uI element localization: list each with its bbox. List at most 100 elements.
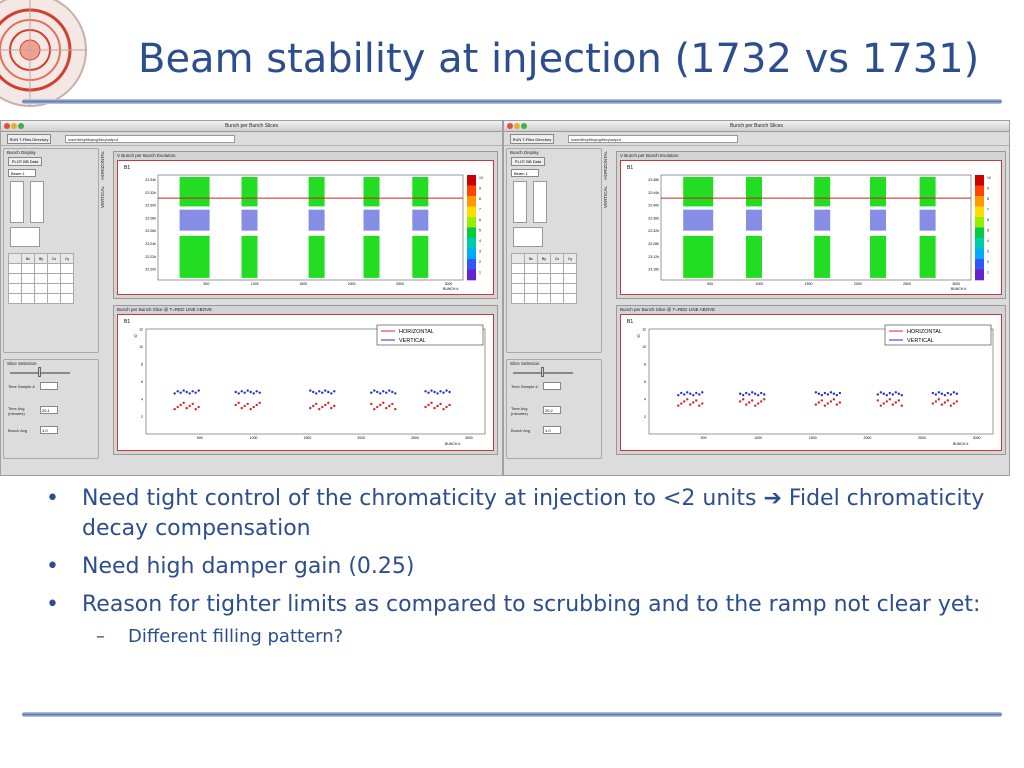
vertical-point (829, 391, 833, 394)
y-tick-label: 8 (141, 363, 143, 367)
list-box[interactable] (10, 181, 24, 223)
colorbar-segment (467, 196, 476, 207)
y-tick-label: 12 (642, 328, 646, 332)
bunch-avg-input[interactable]: 1.0 (40, 426, 58, 434)
table-cell (34, 283, 48, 294)
bullet-text: Need high damper gain (0.25) (82, 554, 415, 579)
page-title: Beam stability at injection (1732 vs 173… (138, 36, 980, 82)
list-box[interactable] (513, 227, 543, 247)
x-tick-label: 1000 (754, 436, 762, 440)
close-icon[interactable] (4, 123, 10, 129)
table-cell (34, 273, 48, 284)
table-cell (537, 263, 551, 274)
colorbar-tick-label: 4 (479, 239, 481, 243)
vertical-point (823, 391, 827, 395)
tab-horizontal[interactable]: HORIZONTAL (603, 151, 608, 180)
x-tick-label: 2500 (411, 436, 419, 440)
horizontal-point (382, 401, 385, 405)
colorbar-tick-label: 9 (987, 187, 989, 191)
time-avg-input[interactable]: 20.1 (40, 406, 58, 414)
horizontal-point (683, 400, 686, 403)
vertical-point (745, 391, 748, 395)
time-sample-label: Time Sample # (511, 384, 538, 389)
maximize-icon[interactable] (521, 123, 527, 129)
panel-title: V Bunch per Bunch Evolution (620, 153, 679, 158)
plot-label: B1 (627, 165, 633, 171)
plot-bb-data-button[interactable]: PLOT BB Data (511, 157, 545, 166)
path-input[interactable]: /user/bbq/bbqlog/bbq/output (65, 135, 235, 143)
sub-bullet-text: Different filling pattern? (128, 626, 344, 647)
slider-handle[interactable] (541, 367, 544, 377)
slider-handle[interactable] (38, 367, 41, 377)
horizontal-point (246, 402, 249, 406)
horizontal-point (748, 401, 751, 404)
time-sample-label: Time Sample # (8, 384, 35, 389)
horizontal-point (194, 407, 197, 411)
bunch-avg-input[interactable]: 1.0 (543, 426, 561, 434)
vertical-point (237, 392, 240, 395)
bullet-item: • Need tight control of the chromaticity… (46, 484, 996, 544)
bunch-display-group: Bunch Display PLOT BB Data Beam 1 Bx By Cx… (506, 148, 602, 353)
maximize-icon[interactable] (18, 123, 24, 129)
y-tick-label: 2 (644, 415, 646, 419)
beam-select[interactable]: Beam 1 (511, 169, 539, 177)
bunch-display-group: Bunch Display PLOT BB Data Beam 1 Bx By Cx… (3, 148, 99, 353)
y-tick-label: 22:24h (145, 242, 156, 246)
vertical-point (683, 393, 686, 396)
list-box[interactable] (10, 227, 40, 247)
x-tick-label: 1000 (756, 282, 764, 286)
horizontal-point (370, 402, 373, 406)
run-directory-button[interactable]: RUN T-Files Directory (510, 134, 554, 144)
x-tick-label: 2000 (348, 282, 356, 286)
list-box[interactable] (533, 181, 547, 223)
vertical-point (330, 392, 333, 395)
list-box[interactable] (513, 181, 527, 223)
group-label: Bunch Display (510, 150, 539, 155)
horizontal-point (879, 404, 882, 407)
vertical-point (763, 393, 766, 396)
time-sample-input[interactable] (543, 382, 561, 390)
horizontal-point (379, 403, 382, 407)
minimize-icon[interactable] (514, 123, 520, 129)
horizontal-point (885, 400, 888, 403)
y-axis-label: Q (134, 333, 137, 338)
horizontal-point (191, 402, 194, 406)
horizontal-point (940, 403, 944, 406)
x-tick-label: 1000 (251, 282, 259, 286)
vertical-point (742, 393, 745, 397)
vertical-point (943, 393, 947, 397)
table-cell: Cx (47, 253, 61, 264)
vertical-point (894, 391, 897, 394)
horizontal-point (876, 399, 879, 402)
path-input[interactable]: /user/bbq/bbqlog/bbq/output (568, 135, 738, 143)
horizontal-point (376, 405, 379, 409)
tab-vertical[interactable]: VERTICAL (603, 185, 608, 208)
plot-bb-data-button[interactable]: PLOT BB Data (8, 157, 42, 166)
horizontal-point (442, 407, 445, 411)
time-avg-input[interactable]: 20.2 (543, 406, 561, 414)
y-tick-label: 22:26h (145, 229, 156, 233)
bullet-item: • Reason for tighter limits as compared … (46, 590, 996, 620)
time-sample-input[interactable] (40, 382, 58, 390)
x-tick-label: 500 (203, 282, 209, 286)
table-cell (563, 283, 577, 294)
plot-frame (145, 328, 486, 435)
evolution-plot: B1 10 9 8 7 6 5 4 3 2 1 22:34h 22:32h 22:30h 22:28h 22:… (117, 160, 494, 295)
colorbar-tick-label: 6 (479, 218, 481, 222)
tab-vertical[interactable]: VERTICAL (100, 185, 105, 208)
x-tick-label: 1500 (805, 282, 813, 286)
beam-select[interactable]: Beam 1 (8, 169, 36, 177)
x-tick-label: 2000 (854, 282, 862, 286)
tab-horizontal[interactable]: HORIZONTAL (100, 151, 105, 180)
horizontal-point (701, 402, 704, 405)
vertical-point (324, 389, 327, 392)
table-cell (47, 263, 61, 274)
horizontal-point (385, 406, 388, 410)
close-icon[interactable] (507, 123, 513, 129)
toolbar: RUN T-Files Directory /user/bbq/bbqlog/b… (1, 132, 502, 146)
minimize-icon[interactable] (11, 123, 17, 129)
list-box[interactable] (30, 181, 44, 223)
horizontal-point (312, 404, 315, 408)
run-directory-button[interactable]: RUN T-Files Directory (7, 134, 51, 144)
horizontal-point (430, 401, 433, 405)
